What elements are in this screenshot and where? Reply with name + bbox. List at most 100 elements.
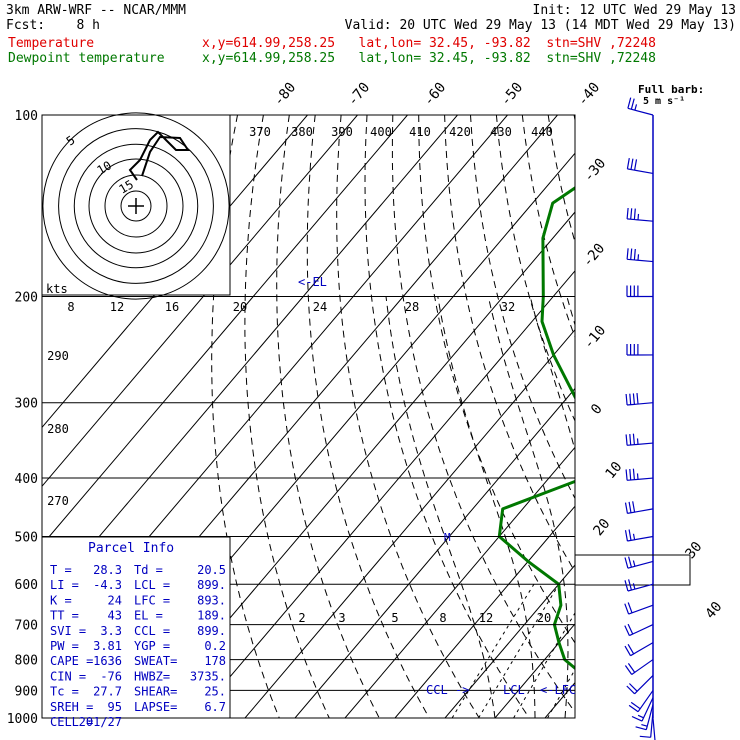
wind-barb xyxy=(624,602,654,615)
barb-legend-title: Full barb: xyxy=(638,83,704,96)
moist-adiabat-line xyxy=(385,296,496,718)
isotherm-top-label: -40 xyxy=(575,80,604,110)
parcel-info-key: SWEAT= xyxy=(134,654,177,668)
isotherm-right-label: 10 xyxy=(602,459,625,482)
dry-adiabat-line xyxy=(336,115,480,718)
theta-label: 420 xyxy=(449,125,471,139)
dry-adiabat-line xyxy=(547,115,575,244)
parcel-info-value: 95 xyxy=(108,700,122,714)
mixing-ratio-line xyxy=(451,583,535,718)
pressure-tick-label: 300 xyxy=(15,397,38,412)
pressure-tick-label: 800 xyxy=(15,654,38,669)
isotherm-right-label: 40 xyxy=(702,599,725,622)
wind-barb xyxy=(624,579,654,592)
dry-adiabat-line xyxy=(652,115,740,718)
hodograph-speed-label: 20 xyxy=(233,300,247,314)
plot-frame xyxy=(41,114,576,719)
barb-legend-unit: 5 m s⁻¹ xyxy=(643,96,685,107)
parcel-info-value: 1636 xyxy=(93,654,122,668)
parcel-info-title: Parcel Info xyxy=(88,541,174,556)
isotherm-line xyxy=(344,446,575,718)
dry-adiabat-line xyxy=(444,115,575,573)
theta-label: 380 xyxy=(291,125,313,139)
parcel-info-value: 27.7 xyxy=(93,685,122,699)
wind-barb xyxy=(628,690,654,713)
isotherm-line xyxy=(42,115,458,605)
parcel-info-key: LAPSE= xyxy=(134,700,177,714)
temperature-legend-label: Temperature xyxy=(8,36,95,51)
dry-adiabat-line xyxy=(276,115,380,718)
hodograph-ring xyxy=(88,158,184,254)
hodograph-speed-label: 32 xyxy=(501,300,515,314)
hodograph-ring-label: 15 xyxy=(117,177,137,196)
pressure-tick-label: 200 xyxy=(15,291,38,306)
mixing-ratio-label: 2 xyxy=(298,611,305,625)
wind-barb xyxy=(624,623,654,637)
isotherm-line xyxy=(695,115,740,718)
theta-left-label: 270 xyxy=(47,494,69,508)
valid-time: Valid: 20 UTC Wed 29 May 13 (14 MDT Wed … xyxy=(344,18,736,33)
isotherm-line xyxy=(444,564,575,718)
wind-barb xyxy=(626,157,654,175)
mixing-ratio-label: 8 xyxy=(439,611,446,625)
dry-adiabat-line xyxy=(470,115,575,500)
isotherm-line xyxy=(595,115,740,718)
theta-label: 390 xyxy=(331,125,353,139)
parcel-info-key: CELL = xyxy=(50,715,93,729)
parcel-info-value: 189. xyxy=(197,609,226,623)
forecast-hour: Fcst: 8 h xyxy=(6,18,100,33)
wind-barb xyxy=(625,468,654,481)
wind-barb xyxy=(624,501,654,514)
theta-label: 430 xyxy=(490,125,512,139)
dry-adiabat-line xyxy=(704,115,740,718)
mixing-ratio-line xyxy=(547,668,575,718)
moist-adiabat-line xyxy=(437,296,536,718)
parcel-info-value: 20.5 xyxy=(197,563,226,577)
wind-barb xyxy=(626,344,654,356)
parcel-info-key: CIN = xyxy=(50,669,86,683)
pressure-tick-label: 500 xyxy=(15,530,38,545)
parcel-info-key: LI = xyxy=(50,578,79,592)
parcel-info-value: 3.81 xyxy=(93,639,122,653)
mixing-ratio-label: 12 xyxy=(479,611,493,625)
pressure-tick-label: 400 xyxy=(15,472,38,487)
parcel-info-key: CAPE = xyxy=(50,654,93,668)
dewpoint-legend-info: x,y=614.99,258.25 lat,lon= 32.45, -93.82… xyxy=(202,51,656,66)
theta-label: 410 xyxy=(409,125,431,139)
moist-adiabat-line xyxy=(529,296,575,453)
theta-label: 400 xyxy=(370,125,392,139)
parcel-info-key: EL = xyxy=(134,609,163,623)
wind-barb xyxy=(625,393,654,406)
isotherm-right-label: 20 xyxy=(590,516,613,539)
dry-adiabat-line xyxy=(678,115,740,718)
dry-adiabat-line xyxy=(364,115,530,718)
hodograph-ring xyxy=(73,143,199,269)
dry-adiabat-line xyxy=(626,115,740,718)
wind-barb xyxy=(635,704,654,731)
wind-barb xyxy=(624,659,654,675)
mixing-ratio-label: 5 xyxy=(391,611,398,625)
dewpoint-profile xyxy=(497,186,575,671)
isotherm-top-label: -50 xyxy=(498,80,527,110)
wind-barb xyxy=(624,556,654,569)
parcel-info-key: SHEAR= xyxy=(134,685,177,699)
wind-barb xyxy=(627,97,654,116)
wind-barb xyxy=(624,642,654,657)
wind-barb xyxy=(639,711,654,738)
mixing-ratio-label: 3 xyxy=(338,611,345,625)
pressure-tick-label: 600 xyxy=(15,578,38,593)
wind-barb xyxy=(626,248,654,263)
parcel-info-value: 899. xyxy=(197,578,226,592)
temperature-profile xyxy=(587,115,740,718)
hodograph-speed-label: 24 xyxy=(313,300,327,314)
parcel-info-value: 28.3 xyxy=(93,563,122,577)
isotherm-right-label: 0 xyxy=(588,401,606,418)
isotherm-line xyxy=(394,505,575,718)
dewpoint-legend-label: Dewpoint temperature xyxy=(8,51,165,66)
mixing-ratio-line xyxy=(578,584,653,718)
model-title: 3km ARW-WRF -- NCAR/MMM xyxy=(6,3,187,18)
isotherm-top-label: -60 xyxy=(421,80,450,110)
isotherm-right-label: 30 xyxy=(682,539,705,562)
temperature-legend-info: x,y=614.99,258.25 lat,lon= 32.45, -93.82… xyxy=(202,36,656,51)
isotherm-top-label: -70 xyxy=(345,80,374,110)
